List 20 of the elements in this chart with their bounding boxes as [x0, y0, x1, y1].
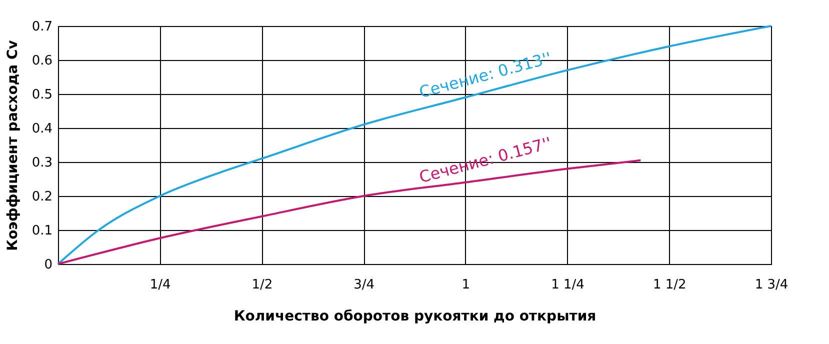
y-tick-label: 0 — [44, 258, 52, 272]
x-tick-label: 1/4 — [150, 278, 171, 292]
y-tick-label: 0.5 — [32, 88, 52, 102]
y-axis-title: Коэффициент расхода Cv — [4, 40, 21, 251]
x-tick-label: 3/4 — [354, 278, 375, 292]
x-tick-label: 1/2 — [252, 278, 273, 292]
x-tick-label: 1 1/4 — [551, 278, 584, 292]
y-tick-label: 0.7 — [32, 20, 52, 34]
y-tick-label: 0.2 — [32, 190, 52, 204]
text: Сечение: 0.157'' — [417, 133, 554, 187]
y-tick-label: 0.4 — [32, 122, 52, 136]
y-tick-label: 0.6 — [32, 54, 52, 68]
x-tick-label: 1 — [462, 278, 470, 292]
y-tick-label: 0.1 — [32, 224, 52, 238]
x-axis-title: Количество оборотов рукоятки до открытия — [234, 308, 596, 324]
text: Сечение: 0.313'' — [417, 48, 554, 102]
line-series — [57, 25, 772, 265]
x-tick-label: 1 3/4 — [754, 278, 788, 292]
y-tick-label: 0.3 — [32, 156, 52, 170]
x-tick-label: 1 1/2 — [652, 278, 686, 292]
